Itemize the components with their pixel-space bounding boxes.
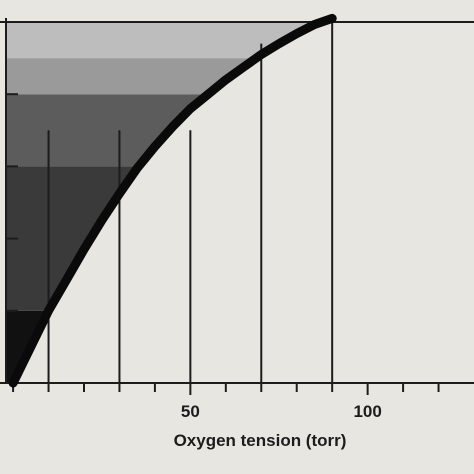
saturation-bands [6,22,322,383]
x-tick-label-50: 50 [181,402,200,421]
x-tick-label-100: 100 [353,402,381,421]
saturation-band-5 [6,22,322,59]
axis-labels: 50 100 [181,402,382,421]
dissociation-curve-layer [8,13,337,388]
vertical-gridlines [47,18,334,383]
x-axis-title: Oxygen tension (torr) [174,431,347,450]
saturation-band-2 [6,166,139,311]
saturation-band-4 [6,58,257,95]
oxygen-dissociation-curve [8,13,337,388]
saturation-band-3 [6,94,209,167]
